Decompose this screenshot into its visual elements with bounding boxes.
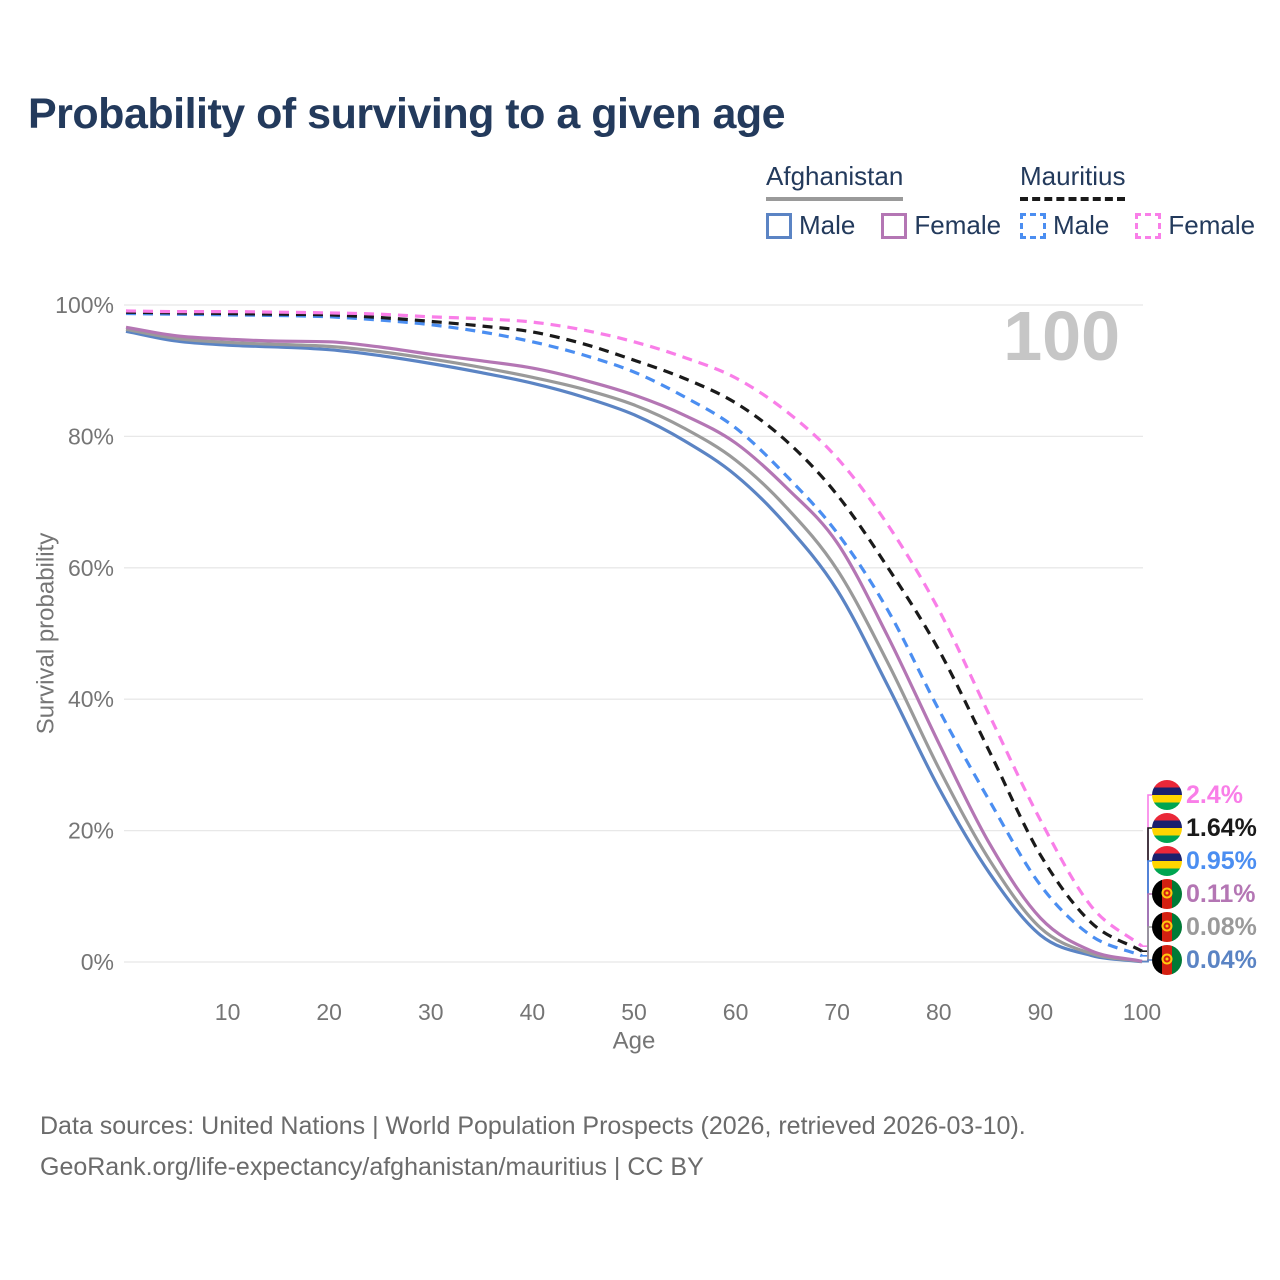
curve-mauritius-male[interactable] — [125, 311, 1143, 958]
x-tick-80: 80 — [926, 999, 952, 1025]
curve-afghanistan-male[interactable] — [125, 329, 1143, 964]
legend-swatch-mauritius-male[interactable] — [1020, 212, 1046, 239]
y-tick-0: 0% — [81, 949, 114, 975]
end-label-afghanistan-both: 0.08% — [1186, 913, 1257, 941]
legend-swatch-afghanistan-male[interactable] — [766, 212, 792, 239]
y-tick-80: 80% — [68, 423, 114, 449]
x-tick-20: 20 — [316, 999, 342, 1025]
x-tick-50: 50 — [621, 999, 647, 1025]
x-tick-70: 70 — [824, 999, 850, 1025]
end-label-mauritius-female: 2.4% — [1186, 781, 1243, 809]
y-tick-40: 40% — [68, 686, 114, 712]
footer-attribution: Data sources: United Nations | World Pop… — [40, 1106, 1026, 1188]
legend-label-mauritius-male[interactable]: Male — [1053, 210, 1110, 240]
flag-icon-afghanistan — [1152, 912, 1182, 942]
x-tick-40: 40 — [520, 999, 546, 1025]
legend-group-mauritius: Mauritius Male Female — [1020, 161, 1255, 241]
footer-url: GeoRank.org/life-expectancy/afghanistan/… — [40, 1153, 704, 1181]
x-tick-90: 90 — [1028, 999, 1054, 1025]
curve-afghanistan-both[interactable] — [125, 327, 1143, 964]
curve-mauritius-both[interactable] — [125, 310, 1143, 953]
x-tick-100: 100 — [1123, 999, 1161, 1025]
y-tick-100: 100% — [55, 292, 114, 318]
curve-afghanistan-female[interactable] — [125, 325, 1143, 963]
legend-label-afghanistan-female[interactable]: Female — [914, 210, 1002, 240]
end-label-afghanistan-male: 0.04% — [1186, 946, 1257, 974]
y-tick-20: 20% — [68, 818, 114, 844]
flag-icon-afghanistan — [1152, 879, 1182, 909]
legend-group-afghanistan: Afghanistan Male Female — [766, 161, 1001, 241]
x-tick-60: 60 — [723, 999, 749, 1025]
legend-swatch-mauritius-female[interactable] — [1135, 212, 1162, 239]
legend-country-afghanistan[interactable]: Afghanistan — [766, 161, 904, 201]
end-label-connector-mauritius-female — [1142, 794, 1152, 948]
end-label-connector-mauritius-male — [1142, 860, 1152, 957]
flag-icon-mauritius — [1152, 846, 1182, 876]
y-tick-60: 60% — [68, 555, 114, 581]
flag-icon-mauritius — [1152, 780, 1182, 810]
y-axis-title: Survival probability — [33, 533, 60, 734]
legend-label-mauritius-female[interactable]: Female — [1168, 210, 1256, 240]
end-label-afghanistan-female: 0.11% — [1186, 880, 1256, 908]
x-axis-title: Age — [613, 1028, 656, 1055]
flag-icon-afghanistan — [1152, 945, 1182, 975]
end-label-mauritius-male: 0.95% — [1186, 847, 1257, 875]
end-label-connector-afghanistan-male — [1142, 959, 1152, 963]
legend-label-afghanistan-male[interactable]: Male — [799, 210, 856, 240]
flag-icon-mauritius — [1152, 813, 1182, 843]
x-tick-30: 30 — [418, 999, 444, 1025]
curve-mauritius-female[interactable] — [125, 309, 1143, 948]
legend-swatch-afghanistan-female[interactable] — [881, 212, 908, 239]
age-watermark: 100 — [1003, 297, 1120, 375]
page-title: Probability of surviving to a given age — [28, 90, 786, 138]
end-label-connector-mauritius-both — [1142, 827, 1152, 953]
end-label-mauritius-both: 1.64% — [1186, 814, 1257, 842]
footer-data-sources: Data sources: United Nations | World Pop… — [40, 1112, 1026, 1140]
legend-country-mauritius[interactable]: Mauritius — [1020, 161, 1126, 201]
x-tick-10: 10 — [215, 999, 241, 1025]
